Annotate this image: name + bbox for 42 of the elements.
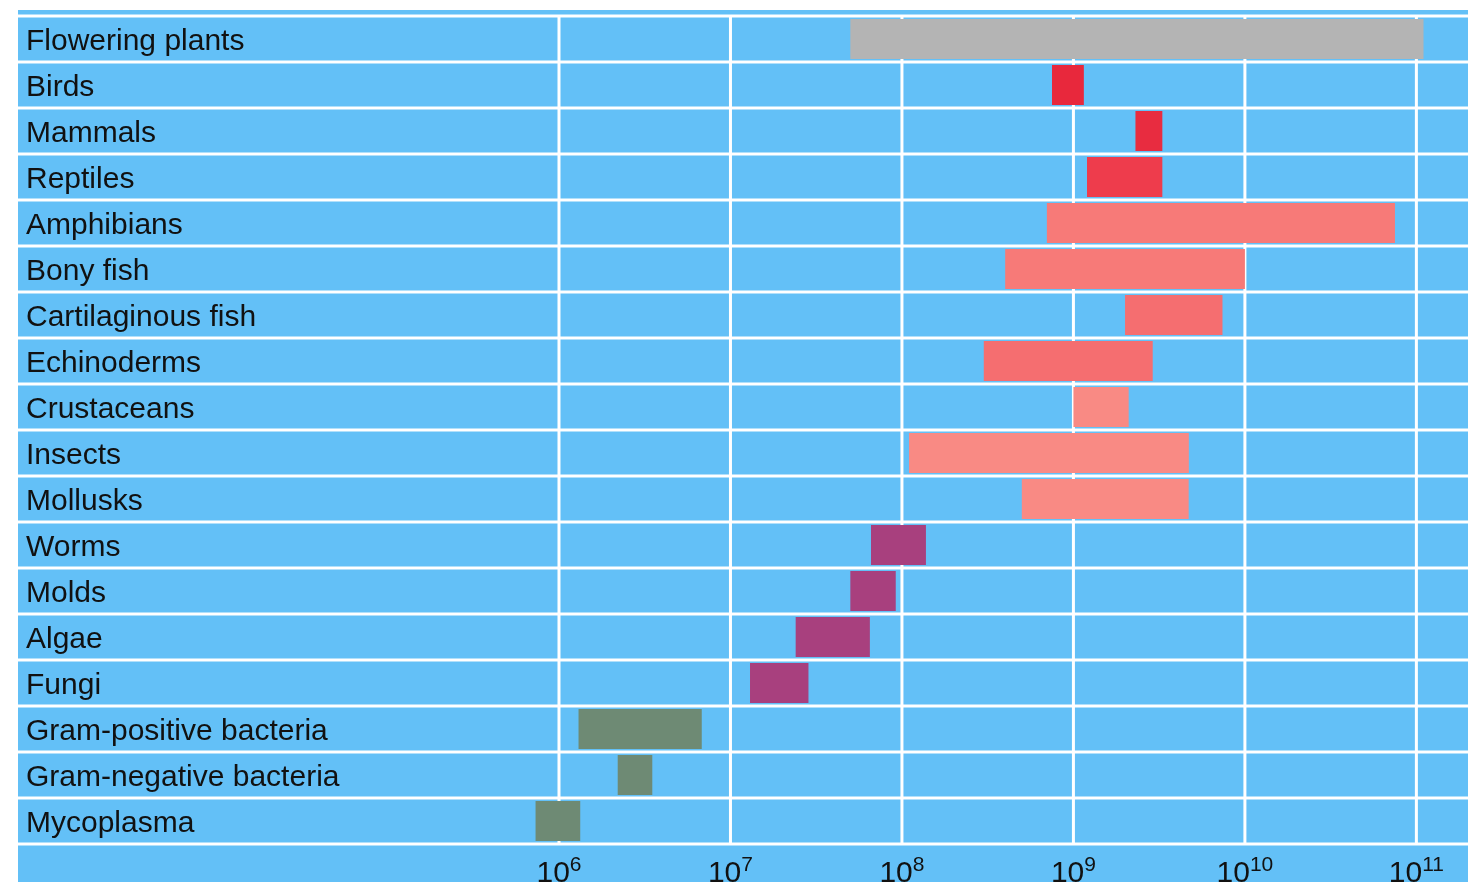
x-tick-label: 10$^{7}$ xyxy=(707,851,753,888)
y-tick-label: Crustaceans xyxy=(26,390,195,424)
bar xyxy=(1005,249,1245,289)
bar xyxy=(1046,203,1395,243)
y-tick-label: Amphibians xyxy=(26,206,183,240)
y-tick-label: Insects xyxy=(26,436,122,470)
y-tick-label: Worms xyxy=(26,528,121,562)
bar xyxy=(850,571,896,611)
y-tick-label: Birds xyxy=(26,68,95,102)
y-tick-label: Gram-negative bacteria xyxy=(26,758,340,792)
bar xyxy=(578,709,702,749)
y-tick-label: Mycoplasma xyxy=(26,804,195,838)
y-tick-label: Bony fish xyxy=(26,252,150,286)
x-tick-label: 10$^{8}$ xyxy=(879,851,925,888)
bar xyxy=(535,801,581,841)
x-tick-label: 10$^{9}$ xyxy=(1050,851,1096,888)
y-tick-label: Flowering plants xyxy=(26,22,245,56)
bar xyxy=(1021,479,1189,519)
y-tick-label: Cartilaginous fish xyxy=(26,298,257,332)
bar xyxy=(1087,157,1163,197)
bar xyxy=(1125,295,1223,335)
bar xyxy=(617,755,653,795)
y-tick-label: Echinoderms xyxy=(26,344,202,378)
x-tick-label: 10$^{11}$ xyxy=(1388,851,1444,888)
bar xyxy=(983,341,1153,381)
y-tick-label: Gram-positive bacteria xyxy=(26,712,329,746)
bar xyxy=(871,525,926,565)
y-tick-label: Reptiles xyxy=(26,160,135,194)
bar xyxy=(1073,387,1129,427)
bar xyxy=(750,663,809,703)
x-tick-label: 10$^{6}$ xyxy=(536,851,582,888)
bar xyxy=(1052,65,1084,105)
y-tick-label: Fungi xyxy=(26,666,102,700)
y-tick-label: Algae xyxy=(26,620,103,654)
bar xyxy=(795,617,870,657)
bar xyxy=(850,19,1424,59)
y-tick-label: Mollusks xyxy=(26,482,143,516)
y-tick-label: Mammals xyxy=(26,114,157,148)
y-tick-label: Molds xyxy=(26,574,107,608)
x-tick-label: 10$^{10}$ xyxy=(1216,851,1274,888)
bar xyxy=(909,433,1189,473)
bar xyxy=(1135,111,1163,151)
